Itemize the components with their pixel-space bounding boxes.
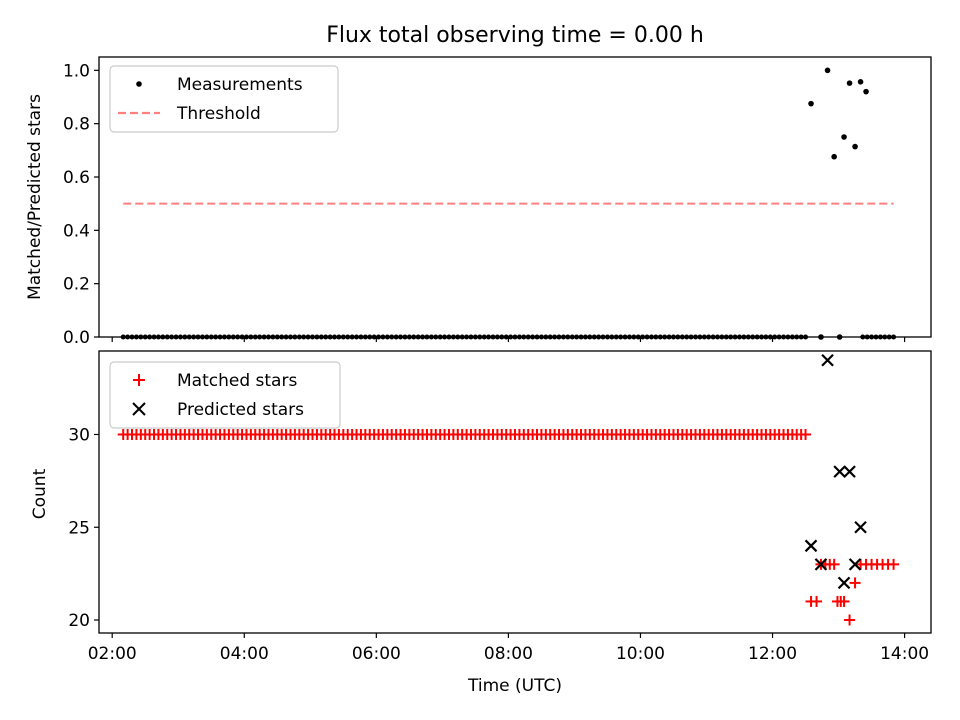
predicted-star-point: [833, 465, 846, 478]
bottom-plot-area: [117, 353, 900, 626]
x-tick-label: 14:00: [880, 644, 929, 664]
top-legend: Measurements Threshold: [109, 65, 339, 133]
x-tick-label: 10:00: [616, 644, 665, 664]
top-x-ticks: [111, 337, 906, 342]
predicted-star-point: [854, 520, 867, 534]
matched-star-point: [811, 595, 823, 607]
top-y-tick-label: 0.8: [63, 115, 90, 135]
matched-star-point: [888, 558, 900, 570]
x-tick-label: 12:00: [748, 644, 797, 664]
matched-star-point: [838, 595, 850, 607]
matched-star-point: [800, 428, 812, 440]
top-panel: 0.0 0.2 0.4 0.6 0.8 1.0 Matched/Predicted sta…: [25, 56, 932, 348]
bottom-y-axis-label: Count: [30, 468, 50, 519]
x-tick-label: 06:00: [352, 644, 401, 664]
chart-title: Flux total observing time = 0.00 h: [326, 23, 704, 48]
x-tick-label: 02:00: [88, 644, 137, 664]
bottom-y-tick-label: 25: [68, 518, 90, 538]
legend-matched-label: Matched stars: [177, 371, 297, 391]
top-y-tick-label: 0.6: [63, 168, 90, 188]
legend-matched-marker: [133, 374, 145, 386]
top-axes-frame: [98, 56, 932, 338]
top-y-tick-label: 0.2: [63, 275, 90, 295]
bottom-y-ticks: 20 25 30: [68, 425, 99, 631]
matched-star-point: [828, 558, 840, 570]
legend-measurements-label: Measurements: [177, 75, 303, 95]
top-y-tick-label: 0.4: [63, 221, 90, 241]
predicted-star-point: [821, 353, 834, 367]
measurement-point: [841, 134, 847, 140]
measurement-point: [831, 153, 837, 160]
x-axis-label: Time (UTC): [467, 676, 562, 696]
top-y-tick-label: 1.0: [63, 61, 90, 81]
top-y-tick-label: 0.0: [63, 328, 90, 348]
measurement-point: [857, 79, 864, 85]
matched-star-point: [849, 577, 861, 589]
predicted-star-point: [804, 539, 818, 553]
measurement-point: [824, 67, 831, 74]
measurement-point: [863, 88, 869, 95]
matched-star-point: [844, 614, 856, 626]
measurement-point: [852, 143, 858, 150]
measurement-point: [846, 80, 853, 86]
predicted-star-point: [848, 558, 862, 571]
bottom-axes-frame: [98, 350, 932, 634]
legend-threshold-label: Threshold: [176, 104, 261, 124]
bottom-y-tick-label: 30: [68, 425, 90, 445]
x-tick-label: 08:00: [484, 644, 533, 664]
measurement-point: [808, 100, 814, 107]
bottom-legend: Matched stars Predicted stars: [109, 361, 341, 429]
x-tick-label: 04:00: [220, 644, 269, 664]
predicted-star-point: [843, 465, 856, 478]
legend-predicted-marker: [132, 402, 146, 416]
top-legend-box: [109, 65, 339, 133]
predicted-star-point: [837, 576, 851, 590]
legend-predicted-label: Predicted stars: [177, 400, 304, 420]
bottom-x-ticks: 02:00 04:00 06:00 08:00 10:00 12:00 14:00: [88, 633, 929, 664]
legend-measurements-marker: [136, 81, 142, 87]
top-y-ticks: 0.0 0.2 0.4 0.6 0.8 1.0: [63, 61, 99, 348]
bottom-legend-box: [109, 361, 341, 429]
top-y-axis-label: Matched/Predicted stars: [25, 94, 45, 300]
bottom-y-tick-label: 20: [68, 611, 90, 631]
predicted-star-point: [814, 558, 828, 571]
bottom-panel: 20 25 30 02:00 04:00 06:00 08:00 10:00 12:00 14:…: [30, 350, 932, 696]
